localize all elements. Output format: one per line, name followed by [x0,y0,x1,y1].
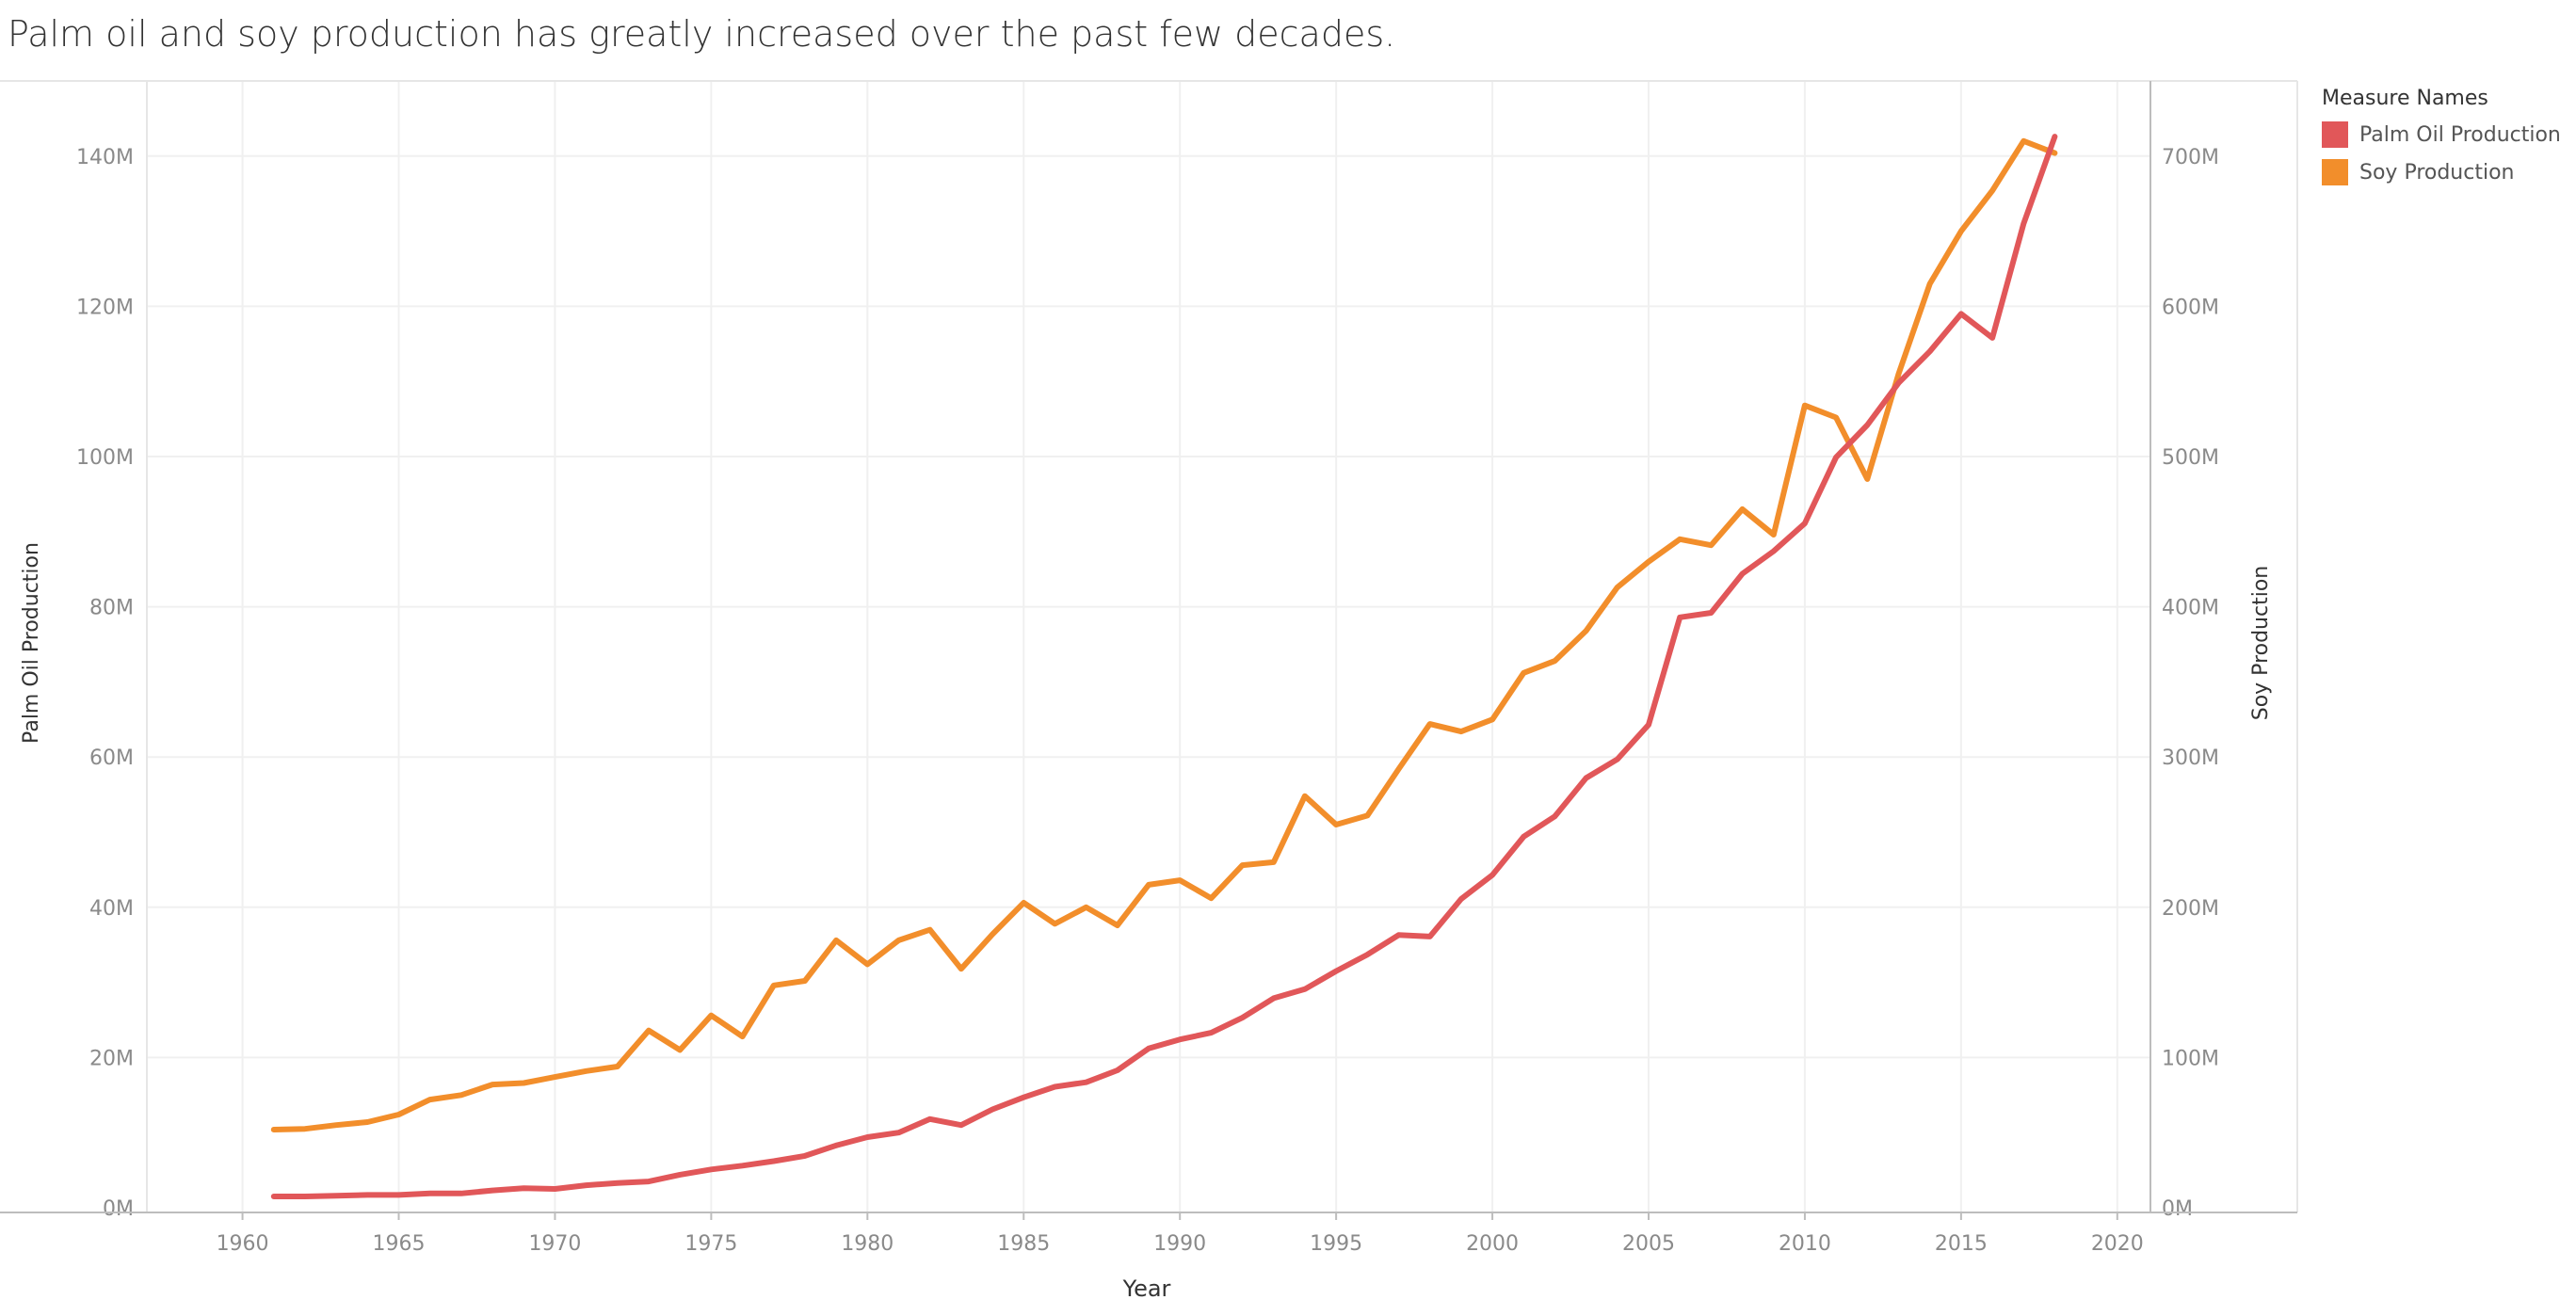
y-right-tick-label: 600M [2162,296,2219,319]
x-tick-label: 1970 [528,1232,581,1256]
legend-label-palm-oil: Palm Oil Production [2359,122,2561,147]
y-right-tick-label: 200M [2162,897,2219,921]
y-right-tick-label: 500M [2162,446,2219,470]
x-tick-label: 1960 [217,1232,269,1256]
x-axis-title: Year [1122,1276,1171,1302]
y-left-tick-label: 140M [76,146,134,169]
x-tick-label: 2010 [1779,1232,1831,1256]
x-tick-label: 2005 [1622,1232,1675,1256]
x-tick-label: 1990 [1153,1232,1206,1256]
series-line-palm-oil [270,134,2058,1199]
y-right-tick-label: 0M [2162,1197,2193,1221]
y-right-tick-label: 300M [2162,746,2219,770]
y-left-tick-label: 0M [103,1197,134,1221]
legend-title: Measure Names [2322,87,2488,110]
grid-layer [147,81,2150,1212]
y-axis-left-title: Palm Oil Production [20,542,43,744]
legend: Measure Names Palm Oil Production Soy Pr… [2322,87,2561,191]
x-tick-label: 1975 [684,1232,737,1256]
y-right-tick-label: 400M [2162,597,2219,620]
axes-layer: 1960 1965 1970 1975 1980 1985 1990 1995 2000 2005… [0,80,2298,1256]
legend-label-soy: Soy Production [2359,160,2515,185]
x-tick-label: 1980 [841,1232,894,1256]
legend-item-soy[interactable]: Soy Production [2322,153,2561,191]
y-left-tick-label: 120M [76,296,134,319]
legend-swatch-palm-oil [2322,121,2348,148]
y-left-tick-label: 80M [89,597,134,620]
y-left-tick-label: 60M [89,746,134,770]
y-left-tick-label: 20M [89,1047,134,1070]
x-tick-label: 1965 [373,1232,426,1256]
y-right-tick-label: 700M [2162,146,2219,169]
series-layer [270,134,2058,1199]
y-left-tick-label: 100M [76,446,134,470]
legend-item-palm-oil[interactable]: Palm Oil Production [2322,116,2561,153]
x-tick-label: 2000 [1466,1232,1519,1256]
y-left-tick-label: 40M [89,897,134,921]
y-right-tick-label: 100M [2162,1047,2219,1070]
series-line-soy [270,137,2058,1132]
x-tick-label: 1985 [997,1232,1050,1256]
x-tick-label: 1995 [1310,1232,1362,1256]
y-axis-right-title: Soy Production [2249,566,2273,720]
chart-title: Palm oil and soy production has greatly … [8,13,1396,55]
legend-swatch-soy [2322,159,2348,185]
x-tick-label: 2015 [1935,1232,1988,1256]
x-tick-label: 2020 [2091,1232,2144,1256]
